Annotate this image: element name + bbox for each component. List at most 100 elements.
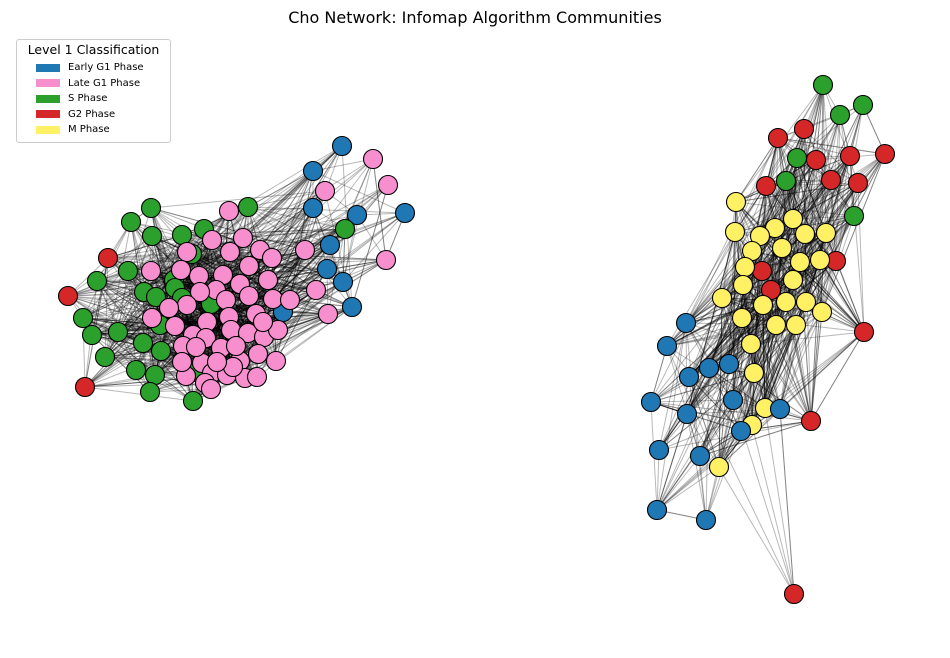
network-edge	[804, 233, 865, 333]
network-edge	[686, 363, 730, 415]
network-edge	[248, 265, 328, 270]
network-edge	[127, 270, 156, 376]
network-edge	[130, 221, 194, 336]
network-edge	[779, 408, 795, 595]
node-m	[765, 314, 787, 336]
legend-item-late-g1: Late G1 Phase	[17, 76, 170, 92]
node-late-g1	[176, 294, 198, 316]
node-m	[815, 222, 837, 244]
network-edge	[705, 367, 710, 521]
network-edge	[666, 324, 777, 347]
network-edge	[705, 372, 755, 521]
network-edge	[699, 317, 743, 457]
network-edge	[242, 170, 314, 239]
network-edge	[181, 210, 230, 299]
network-edge	[107, 234, 183, 259]
legend-swatch-m	[36, 125, 60, 134]
network-edge	[764, 179, 832, 409]
network-edge	[759, 157, 798, 237]
node-m	[785, 314, 807, 336]
network-edge	[150, 207, 306, 251]
node-g2	[800, 410, 822, 432]
node-s	[86, 270, 108, 292]
node-g2	[874, 143, 896, 165]
network-edge	[732, 284, 744, 401]
network-edge	[810, 331, 865, 422]
network-edge	[779, 331, 865, 410]
network-edge	[792, 84, 824, 220]
network-edge	[795, 324, 812, 422]
network-edge	[770, 114, 841, 291]
network-edge	[753, 270, 763, 374]
network-edge	[796, 157, 865, 333]
network-edge	[796, 157, 837, 262]
node-late-g1	[247, 343, 269, 365]
network-edge	[815, 84, 824, 161]
node-early-g1	[302, 197, 324, 219]
network-edge	[351, 184, 389, 308]
network-edge	[804, 155, 851, 235]
node-late-g1	[279, 289, 301, 311]
node-s	[144, 364, 166, 386]
legend-swatch-s	[36, 94, 60, 103]
network-edge	[764, 407, 795, 595]
network-edge	[271, 257, 387, 261]
network-edge	[198, 257, 273, 277]
node-s	[852, 94, 874, 116]
network-edge	[796, 157, 865, 333]
network-edge	[792, 157, 798, 220]
network-edge	[699, 331, 865, 457]
network-edge	[191, 253, 328, 270]
node-early-g1	[656, 335, 678, 357]
network-edge	[742, 233, 806, 286]
network-edge	[751, 84, 824, 252]
node-late-g1	[225, 335, 247, 357]
network-edge	[774, 114, 841, 229]
node-s	[125, 359, 147, 381]
node-late-g1	[218, 200, 240, 222]
network-edge	[650, 399, 734, 403]
network-edge	[728, 301, 787, 365]
network-edge	[764, 324, 797, 409]
network-edge	[781, 179, 832, 249]
node-g2	[820, 169, 842, 191]
network-edge	[759, 180, 787, 237]
network-edge	[658, 372, 755, 451]
network-edge	[835, 260, 865, 333]
network-edge	[242, 237, 331, 246]
network-edge	[248, 268, 328, 297]
network-edge	[211, 145, 343, 241]
network-edge	[718, 408, 781, 468]
node-early-g1	[394, 202, 416, 224]
network-edge	[267, 244, 331, 281]
network-edge	[205, 257, 273, 339]
network-edge	[263, 207, 314, 338]
network-edge	[770, 227, 776, 291]
network-edge	[821, 153, 886, 313]
network-edge	[705, 343, 752, 521]
network-edge	[143, 291, 156, 376]
node-m	[771, 237, 793, 259]
network-edge	[117, 270, 129, 333]
node-m	[794, 223, 816, 245]
network-edge	[751, 259, 821, 426]
network-edge	[740, 343, 752, 432]
network-edge	[372, 158, 387, 261]
network-edge	[753, 301, 787, 374]
network-edge	[781, 180, 787, 249]
network-edge	[761, 232, 827, 272]
network-edge	[799, 261, 865, 333]
network-edge	[650, 372, 755, 403]
network-edge	[181, 210, 230, 299]
network-edge	[82, 221, 132, 319]
network-edge	[82, 235, 153, 319]
network-edge	[699, 372, 755, 457]
node-m	[809, 249, 831, 271]
network-edge	[718, 297, 723, 468]
legend-label-s: S Phase	[68, 93, 108, 105]
network-edge	[351, 184, 389, 308]
network-edge	[104, 257, 109, 358]
network-edge	[718, 311, 823, 468]
network-edge	[764, 260, 837, 409]
node-g2	[97, 247, 119, 269]
